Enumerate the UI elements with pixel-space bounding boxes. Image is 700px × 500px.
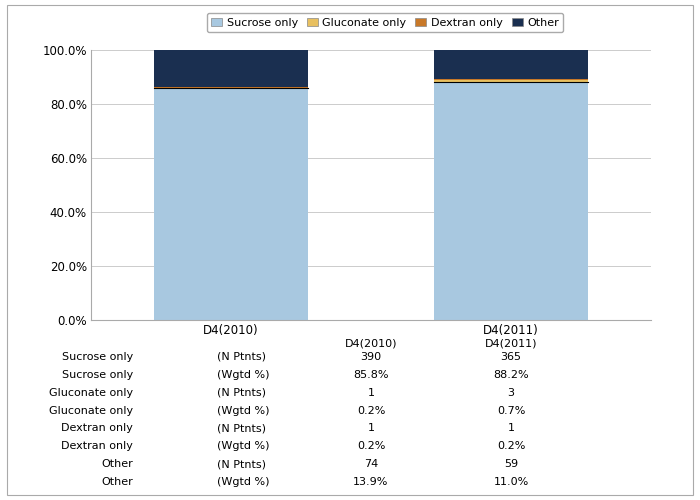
Text: Dextran only: Dextran only xyxy=(61,442,133,452)
Text: 11.0%: 11.0% xyxy=(494,477,528,487)
Text: Dextran only: Dextran only xyxy=(61,424,133,434)
Text: Gluconate only: Gluconate only xyxy=(49,388,133,398)
Text: Sucrose only: Sucrose only xyxy=(62,352,133,362)
Bar xyxy=(154,88,308,320)
Text: (Wgtd %): (Wgtd %) xyxy=(217,477,270,487)
Text: D4(2011): D4(2011) xyxy=(484,339,538,349)
Legend: Sucrose only, Gluconate only, Dextran only, Other: Sucrose only, Gluconate only, Dextran on… xyxy=(206,13,564,32)
Text: 0.2%: 0.2% xyxy=(497,442,525,452)
Text: (Wgtd %): (Wgtd %) xyxy=(217,370,270,380)
Text: 0.2%: 0.2% xyxy=(357,442,385,452)
Text: 3: 3 xyxy=(508,388,514,398)
Text: 390: 390 xyxy=(360,352,382,362)
Text: 365: 365 xyxy=(500,352,522,362)
Text: Other: Other xyxy=(102,477,133,487)
Text: 1: 1 xyxy=(368,424,374,434)
Text: 88.2%: 88.2% xyxy=(494,370,528,380)
Text: (Wgtd %): (Wgtd %) xyxy=(217,442,270,452)
Text: (Wgtd %): (Wgtd %) xyxy=(217,406,270,415)
Bar xyxy=(434,82,588,320)
Text: 13.9%: 13.9% xyxy=(354,477,388,487)
Text: (N Ptnts): (N Ptnts) xyxy=(217,388,266,398)
Text: 85.8%: 85.8% xyxy=(354,370,388,380)
Text: 1: 1 xyxy=(508,424,514,434)
Text: 74: 74 xyxy=(364,459,378,469)
Text: 0.7%: 0.7% xyxy=(497,406,525,415)
Text: (N Ptnts): (N Ptnts) xyxy=(217,424,266,434)
Bar xyxy=(154,50,308,88)
Text: D4(2010): D4(2010) xyxy=(344,339,398,349)
Text: Other: Other xyxy=(102,459,133,469)
Text: 1: 1 xyxy=(368,388,374,398)
Bar xyxy=(434,50,588,80)
Text: (N Ptnts): (N Ptnts) xyxy=(217,459,266,469)
Text: (N Ptnts): (N Ptnts) xyxy=(217,352,266,362)
Text: Gluconate only: Gluconate only xyxy=(49,406,133,415)
Text: 0.2%: 0.2% xyxy=(357,406,385,415)
Text: Sucrose only: Sucrose only xyxy=(62,370,133,380)
Bar xyxy=(434,80,588,82)
Text: 59: 59 xyxy=(504,459,518,469)
